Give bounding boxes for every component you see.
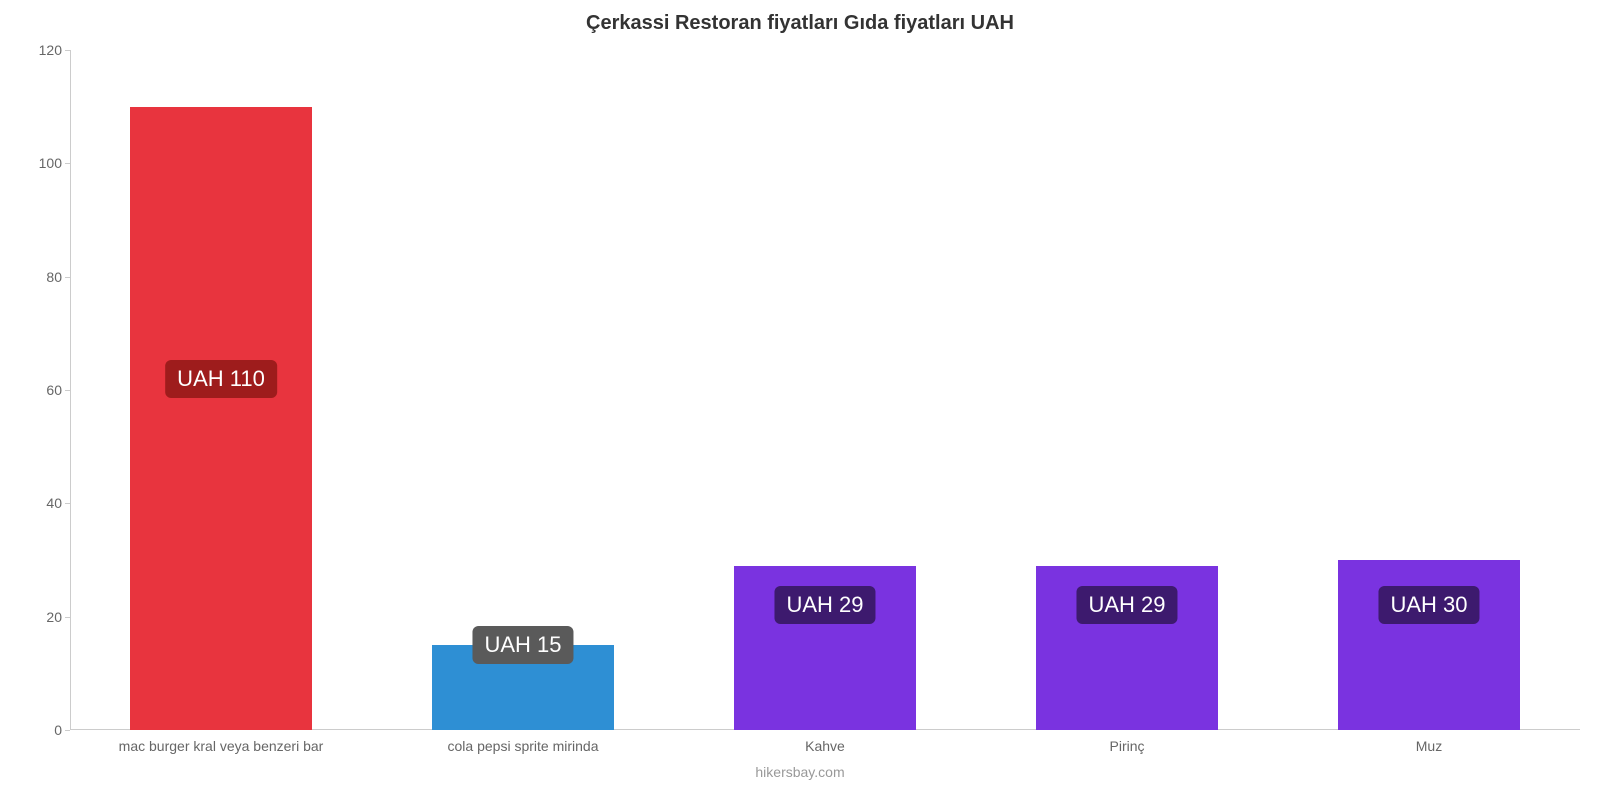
- plot-area: 020406080100120mac burger kral veya benz…: [70, 50, 1580, 730]
- bar: [130, 107, 311, 730]
- y-tick-label: 60: [46, 382, 70, 398]
- y-tick-label: 100: [39, 155, 70, 171]
- value-badge: UAH 15: [472, 626, 573, 664]
- value-badge: UAH 110: [165, 360, 277, 398]
- x-category-label: Muz: [1416, 730, 1442, 754]
- y-tick-label: 120: [39, 42, 70, 58]
- y-tick-label: 0: [54, 722, 70, 738]
- x-category-label: Pirinç: [1109, 730, 1144, 754]
- chart-container: Çerkassi Restoran fiyatları Gıda fiyatla…: [0, 0, 1600, 800]
- y-axis-line: [70, 50, 71, 730]
- y-tick-label: 80: [46, 269, 70, 285]
- credit-text: hikersbay.com: [0, 764, 1600, 780]
- value-badge: UAH 29: [1076, 586, 1177, 624]
- value-badge: UAH 29: [774, 586, 875, 624]
- x-category-label: mac burger kral veya benzeri bar: [119, 730, 324, 754]
- chart-title: Çerkassi Restoran fiyatları Gıda fiyatla…: [0, 12, 1600, 35]
- y-tick-label: 20: [46, 609, 70, 625]
- x-category-label: cola pepsi sprite mirinda: [448, 730, 599, 754]
- x-category-label: Kahve: [805, 730, 845, 754]
- value-badge: UAH 30: [1378, 586, 1479, 624]
- y-tick-label: 40: [46, 495, 70, 511]
